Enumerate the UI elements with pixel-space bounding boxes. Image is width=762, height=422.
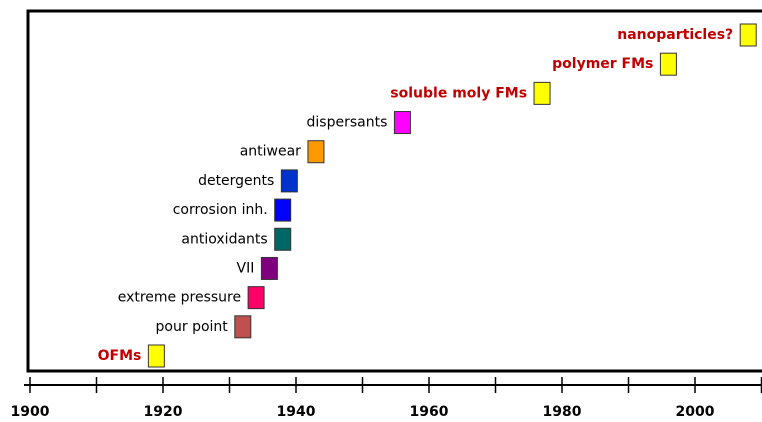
x-tick-label: 1920 <box>144 404 183 420</box>
event-marker <box>234 315 252 339</box>
event-label: dispersants <box>307 115 388 131</box>
frame <box>26 9 762 373</box>
event-label: antioxidants <box>181 231 267 247</box>
event-label: corrosion inh. <box>173 202 268 218</box>
event-label: OFMs <box>98 348 142 364</box>
x-tick-label: 1940 <box>277 404 316 420</box>
event-label: extreme pressure <box>118 290 241 306</box>
event-label: nanoparticles? <box>617 27 733 43</box>
event-marker <box>274 198 292 222</box>
event-label: antiwear <box>240 144 301 160</box>
event-label: soluble moly FMs <box>390 85 527 101</box>
event-marker <box>260 256 278 280</box>
event-label: polymer FMs <box>552 56 653 72</box>
event-label: detergents <box>198 173 274 189</box>
event-marker <box>147 344 165 368</box>
event-marker <box>393 111 411 135</box>
event-marker <box>280 169 298 193</box>
x-tick-label: 1980 <box>543 404 582 420</box>
x-tick-label: 1900 <box>11 404 50 420</box>
event-marker <box>247 286 265 310</box>
x-tick-label: 2000 <box>676 404 715 420</box>
event-marker <box>274 227 292 251</box>
event-marker <box>739 23 757 47</box>
x-tick-label: 1960 <box>410 404 449 420</box>
event-label: pour point <box>156 319 229 335</box>
event-marker <box>307 140 325 164</box>
event-label: VII <box>237 260 255 276</box>
event-marker <box>533 81 551 105</box>
event-marker <box>659 52 677 76</box>
